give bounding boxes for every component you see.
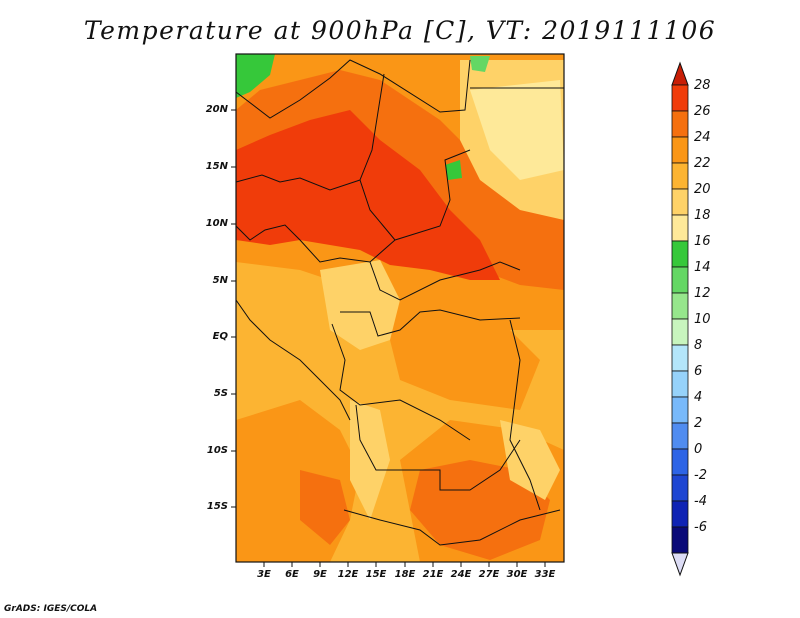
field-green-sudan bbox=[445, 160, 462, 180]
colorbar-box bbox=[671, 526, 689, 554]
colorbar-label-26: 26 bbox=[694, 104, 711, 119]
field-hot-south bbox=[410, 460, 550, 560]
y-tick-15s: 15S bbox=[206, 501, 228, 512]
coastline bbox=[236, 299, 351, 421]
colorbar-box bbox=[671, 318, 689, 346]
border-congo-south bbox=[331, 323, 471, 441]
country-borders bbox=[236, 59, 564, 546]
colorbar-arrow-top bbox=[671, 61, 689, 86]
colorbar-label-14: 14 bbox=[694, 260, 711, 275]
field-green-nw bbox=[236, 54, 275, 98]
colorbar-box bbox=[671, 474, 689, 502]
colorbar-label-24: 24 bbox=[694, 130, 711, 145]
x-tick-21e: 21E bbox=[422, 569, 444, 580]
colorbar-label-20: 20 bbox=[694, 182, 711, 197]
colorbar-box bbox=[671, 344, 689, 372]
colorbar-label-0: 0 bbox=[694, 442, 703, 457]
colorbar-label-22: 22 bbox=[694, 156, 711, 171]
border-north bbox=[236, 59, 471, 119]
x-tick-6e: 6E bbox=[285, 569, 299, 580]
field-pale-cameroon bbox=[320, 260, 400, 350]
colorbar-box bbox=[671, 396, 689, 424]
field-pale-angola bbox=[350, 400, 390, 520]
tick-marks bbox=[231, 109, 546, 567]
footer-credit: GrADS: IGES/COLA bbox=[4, 604, 98, 614]
colorbar-box bbox=[671, 110, 689, 138]
y-tick-eq: EQ bbox=[212, 331, 228, 342]
colorbar-label-neg2: -2 bbox=[694, 468, 707, 483]
colorbar bbox=[671, 61, 689, 577]
x-tick-15e: 15E bbox=[365, 569, 387, 580]
colorbar-arrow-bottom bbox=[671, 552, 689, 577]
map-frame bbox=[235, 53, 565, 563]
colorbar-label-8: 8 bbox=[694, 338, 703, 353]
y-tick-5s: 5S bbox=[213, 388, 228, 399]
border-angola bbox=[355, 404, 521, 491]
colorbar-label-neg4: -4 bbox=[694, 494, 707, 509]
x-tick-33e: 33E bbox=[534, 569, 556, 580]
y-tick-10s: 10S bbox=[206, 445, 228, 456]
colorbar-box bbox=[671, 370, 689, 398]
border-rift bbox=[509, 319, 541, 511]
field-hot-angola bbox=[300, 470, 350, 545]
colorbar-box bbox=[671, 162, 689, 190]
border-nigeria-cameroon bbox=[236, 224, 396, 263]
colorbar-label-28: 28 bbox=[694, 78, 711, 93]
colorbar-box bbox=[671, 448, 689, 476]
y-tick-20n: 20N bbox=[205, 104, 228, 115]
colorbar-box bbox=[671, 84, 689, 112]
colorbar-box bbox=[671, 422, 689, 450]
colorbar-label-16: 16 bbox=[694, 234, 711, 249]
x-tick-9e: 9E bbox=[313, 569, 327, 580]
colorbar-box bbox=[671, 292, 689, 320]
y-tick-15n: 15N bbox=[205, 161, 228, 172]
y-tick-5n: 5N bbox=[212, 275, 228, 286]
colorbar-box bbox=[671, 266, 689, 294]
colorbar-label-6: 6 bbox=[694, 364, 703, 379]
border-car bbox=[369, 261, 521, 301]
x-tick-18e: 18E bbox=[394, 569, 416, 580]
field-warm-congo bbox=[380, 290, 540, 410]
x-tick-30e: 30E bbox=[506, 569, 528, 580]
field-green-ne bbox=[470, 56, 490, 72]
colorbar-label-neg6: -6 bbox=[694, 520, 707, 535]
x-tick-3e: 3E bbox=[257, 569, 271, 580]
colorbar-label-18: 18 bbox=[694, 208, 711, 223]
colorbar-box bbox=[671, 214, 689, 242]
colorbar-box bbox=[671, 240, 689, 268]
x-tick-12e: 12E bbox=[337, 569, 359, 580]
field-hottest-band bbox=[236, 110, 500, 280]
field-pale-highlands bbox=[500, 420, 560, 500]
colorbar-box bbox=[671, 188, 689, 216]
temperature-field bbox=[236, 54, 564, 562]
border-south bbox=[343, 509, 561, 546]
colorbar-box bbox=[671, 500, 689, 528]
chart-title: Temperature at 900hPa [C], VT: 201911110… bbox=[83, 16, 717, 45]
y-tick-10n: 10N bbox=[205, 218, 228, 229]
border-niger-nigeria bbox=[236, 174, 361, 191]
colorbar-box bbox=[671, 136, 689, 164]
colorbar-label-4: 4 bbox=[694, 390, 703, 405]
x-tick-27e: 27E bbox=[478, 569, 500, 580]
field-paler-egypt bbox=[470, 80, 564, 180]
colorbar-label-10: 10 bbox=[694, 312, 711, 327]
x-tick-24e: 24E bbox=[450, 569, 472, 580]
colorbar-label-12: 12 bbox=[694, 286, 711, 301]
colorbar-label-2: 2 bbox=[694, 416, 703, 431]
border-congo-north bbox=[340, 309, 521, 337]
